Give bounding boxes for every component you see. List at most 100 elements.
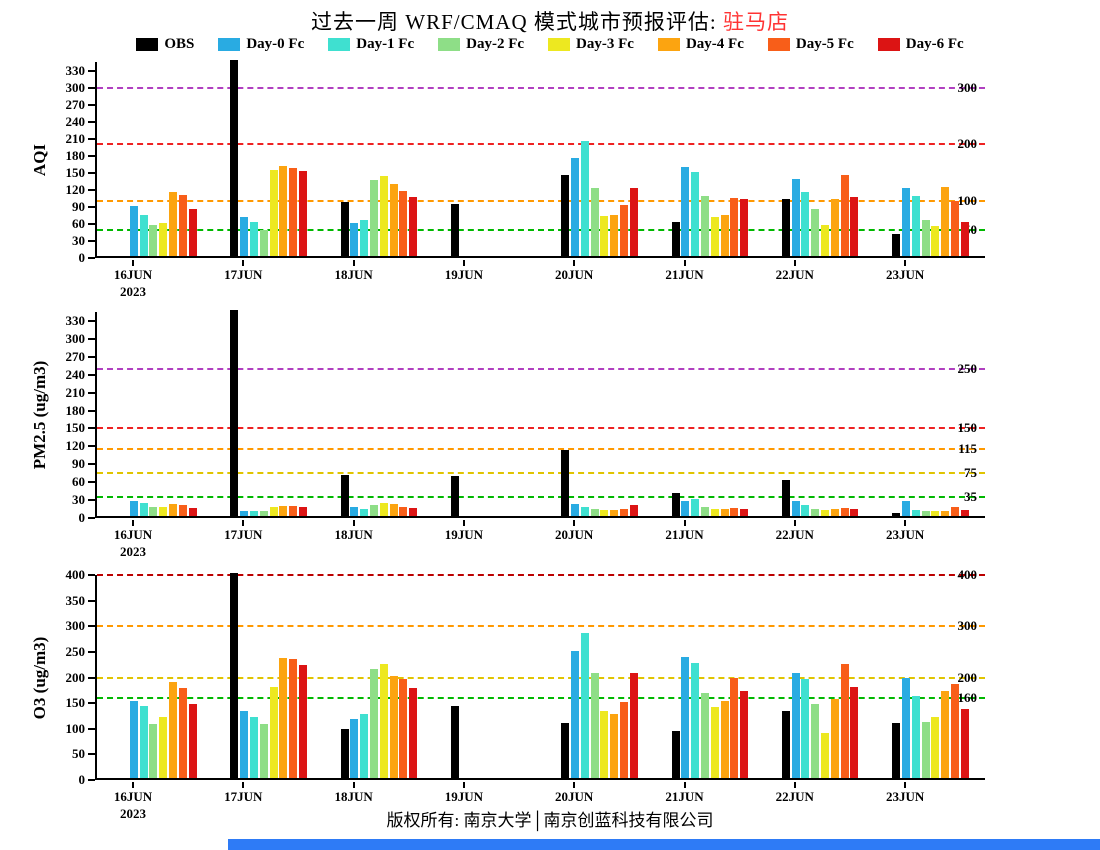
x-tick-mark xyxy=(352,782,355,788)
bar-day-2-fc-18jun xyxy=(370,669,378,778)
bar-day-6-fc-17jun xyxy=(298,170,307,256)
bar-day-6-fc-20jun xyxy=(629,505,638,516)
y-tick-mark xyxy=(88,427,95,430)
y-tick-label: 120 xyxy=(65,438,86,454)
copyright-text: 版权所有: 南京大学│南京创蓝科技有限公司 xyxy=(386,811,714,830)
bar-day-3-fc-20jun xyxy=(600,216,609,256)
x-tick-mark xyxy=(352,520,355,526)
y-tick-mark xyxy=(88,103,95,106)
y-tick-label: 90 xyxy=(72,456,85,472)
bar-day-1-fc-20jun xyxy=(580,633,589,778)
bar-obs-17jun xyxy=(230,60,239,256)
x-tick-mark xyxy=(573,782,576,788)
bar-day-5-fc-16jun xyxy=(178,195,187,256)
bar-day-0-fc-16jun xyxy=(129,501,138,516)
ref-line-200 xyxy=(97,143,985,146)
y-tick-mark xyxy=(88,702,95,705)
legend-item-day-0-fc: Day-0 Fc xyxy=(218,36,304,53)
x-tick-label-21jun: 21JUN xyxy=(665,267,704,282)
legend: OBS Day-0 Fc Day-1 Fc Day-2 Fc Day-3 Fc Day-4… xyxy=(0,36,1100,53)
ref-line-300 xyxy=(97,86,985,89)
bar-day-5-fc-21jun xyxy=(730,678,739,778)
bar-day-1-fc-16jun xyxy=(139,502,148,516)
bar-day-4-fc-21jun xyxy=(720,214,729,256)
bar-day-0-fc-20jun xyxy=(571,504,579,516)
y-tick-mark xyxy=(88,676,95,679)
bar-day-5-fc-17jun xyxy=(289,167,298,256)
bar-obs-17jun xyxy=(230,573,239,778)
bar-day-4-fc-18jun xyxy=(389,504,398,516)
ref-line-label-100: 100 xyxy=(957,193,978,209)
bar-day-5-fc-22jun xyxy=(840,174,849,256)
bar-day-0-fc-20jun xyxy=(571,651,579,778)
legend-label: Day-1 Fc xyxy=(356,36,415,52)
x-tick-label-19jun: 19JUN xyxy=(444,789,484,804)
bar-day-1-fc-17jun xyxy=(249,221,258,256)
bar-day-0-fc-23jun xyxy=(901,678,910,778)
y-tick-mark xyxy=(88,391,95,394)
bar-day-0-fc-21jun xyxy=(681,501,690,516)
bar-day-6-fc-16jun xyxy=(188,703,197,778)
bar-day-5-fc-17jun xyxy=(289,659,298,778)
y-tick-mark xyxy=(88,154,95,157)
bar-day-1-fc-18jun xyxy=(360,713,369,778)
bar-day-0-fc-17jun xyxy=(240,217,249,256)
bar-day-1-fc-18jun xyxy=(360,508,369,516)
bar-day-1-fc-21jun xyxy=(691,662,700,778)
bar-day-5-fc-23jun xyxy=(950,200,959,256)
x-tick-mark xyxy=(683,520,686,526)
bar-day-6-fc-17jun xyxy=(298,507,307,516)
bar-day-1-fc-17jun xyxy=(249,716,258,778)
bottom-blue-bar[interactable] xyxy=(228,839,1100,850)
bar-day-2-fc-22jun xyxy=(811,508,820,516)
bar-day-0-fc-16jun xyxy=(129,701,138,778)
y-tick-mark xyxy=(88,574,95,576)
bar-day-0-fc-17jun xyxy=(240,511,249,516)
x-tick-mark xyxy=(462,260,465,266)
bar-day-5-fc-23jun xyxy=(950,507,959,516)
x-tick-mark xyxy=(132,520,134,526)
bar-day-4-fc-20jun xyxy=(610,510,619,516)
page-title-text: 过去一周 WRF/CMAQ 模式城市预报评估: xyxy=(311,10,723,34)
bar-day-3-fc-16jun xyxy=(159,223,168,256)
y-tick-mark xyxy=(88,409,95,412)
bar-obs-21jun xyxy=(671,730,680,778)
y-tick-label: 300 xyxy=(65,79,86,95)
bar-day-4-fc-17jun xyxy=(279,657,288,778)
bar-day-6-fc-17jun xyxy=(298,665,307,778)
y-tick-mark xyxy=(88,137,95,140)
y-tick-label: 300 xyxy=(65,330,86,346)
ref-line-75 xyxy=(97,472,985,475)
legend-swatch-obs xyxy=(136,38,159,51)
x-tick-mark xyxy=(793,782,796,788)
bar-day-3-fc-22jun xyxy=(821,510,829,516)
bar-day-5-fc-18jun xyxy=(399,507,408,516)
y-tick-label: 250 xyxy=(65,643,86,659)
bar-obs-23jun xyxy=(892,723,901,778)
y-tick-mark xyxy=(88,625,95,628)
bar-day-3-fc-20jun xyxy=(600,510,609,516)
bar-day-1-fc-18jun xyxy=(360,220,369,256)
x-tick-mark xyxy=(242,260,245,266)
y-tick-label: 300 xyxy=(65,618,86,634)
bar-day-4-fc-16jun xyxy=(169,504,177,516)
legend-swatch-day-1-fc xyxy=(328,38,351,51)
bar-obs-17jun xyxy=(230,310,239,516)
y-tick-label: 350 xyxy=(65,592,86,608)
bar-day-3-fc-18jun xyxy=(379,664,388,778)
bar-day-4-fc-16jun xyxy=(169,191,177,256)
bar-day-2-fc-22jun xyxy=(811,208,820,256)
bar-day-2-fc-16jun xyxy=(149,224,158,256)
ref-line-35 xyxy=(97,496,985,499)
y-tick-label: 30 xyxy=(72,492,85,508)
x-tick-label-22jun: 22JUN xyxy=(775,527,814,542)
y-tick-label: 270 xyxy=(65,348,86,364)
bar-day-2-fc-20jun xyxy=(590,508,599,516)
bar-day-6-fc-20jun xyxy=(629,672,638,778)
bar-day-1-fc-23jun xyxy=(911,510,920,516)
y-tick-mark xyxy=(88,257,95,259)
x-tick-mark xyxy=(242,520,245,526)
bar-day-2-fc-20jun xyxy=(590,672,599,778)
y-tick-mark xyxy=(88,188,95,191)
y-tick-label: 150 xyxy=(65,420,86,436)
